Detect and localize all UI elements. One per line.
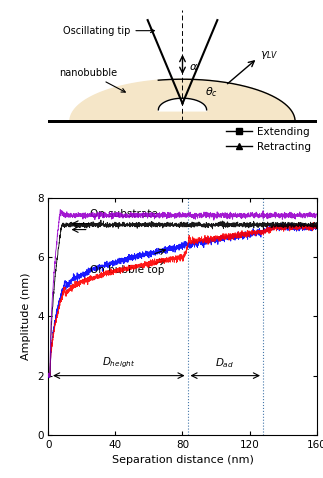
Text: On bubble top: On bubble top <box>90 265 164 275</box>
Text: (a): (a) <box>175 156 190 166</box>
Y-axis label: Amplitude (nm): Amplitude (nm) <box>21 272 31 360</box>
Text: nanobubble: nanobubble <box>60 68 125 92</box>
Text: $\gamma_{LV}$: $\gamma_{LV}$ <box>260 49 279 61</box>
Polygon shape <box>158 98 207 111</box>
Text: Oscillating tip: Oscillating tip <box>63 26 154 36</box>
Text: On substrate: On substrate <box>90 209 158 219</box>
Polygon shape <box>70 79 295 121</box>
Text: $D_{ad}$: $D_{ad}$ <box>215 357 234 370</box>
Legend: Extending, Retracting: Extending, Retracting <box>226 127 311 152</box>
X-axis label: Separation distance (nm): Separation distance (nm) <box>111 456 254 466</box>
Text: $\alpha$: $\alpha$ <box>189 62 198 72</box>
Text: $\theta_c$: $\theta_c$ <box>205 85 218 99</box>
Text: $D_{height}$: $D_{height}$ <box>102 356 136 370</box>
